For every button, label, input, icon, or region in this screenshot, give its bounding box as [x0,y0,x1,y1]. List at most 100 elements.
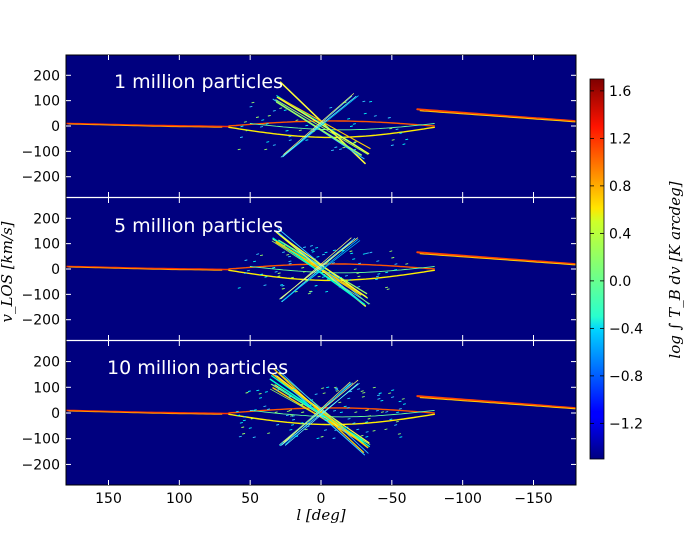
emission-track [388,392,392,394]
y-tick-label: 200 [33,355,60,371]
emission-track [305,139,309,141]
emission-track [336,251,340,253]
colorbar-tick-label: 0.8 [609,179,631,195]
emission-track [68,410,223,415]
emission-track [288,260,292,263]
emission-track [281,240,361,302]
emission-track [283,93,355,155]
emission-track [299,404,303,406]
emission-track [283,109,287,111]
x-tick-label: 0 [317,491,326,507]
emission-track [285,130,289,132]
y-tick-label: −200 [22,170,60,186]
emission-track [235,410,239,413]
emission-track [380,399,384,402]
emission-track [309,245,313,247]
emission-track [393,269,398,271]
emission-track [352,149,356,151]
emission-track [267,115,271,117]
emission-track [300,422,304,424]
emission-track [390,144,394,146]
emission-track [249,105,253,108]
x-tick-label: 50 [241,491,259,507]
emission-track [259,273,263,276]
emission-track [303,271,307,273]
emission-track [360,390,364,392]
emission-track [314,285,318,287]
emission-track [301,267,305,269]
emission-track [276,424,280,426]
emission-track [308,290,312,293]
emission-track [282,95,359,158]
emission-track [283,379,359,443]
emission-track [286,410,290,412]
emission-track [373,115,377,117]
emission-track [397,433,401,435]
emission-track [290,276,294,279]
emission-track [321,276,325,278]
panel-label: 10 million particles [107,357,288,379]
emission-track [343,405,347,408]
emission-track [272,267,276,269]
emission-track [389,127,393,130]
emission-track [325,419,329,422]
x-tick-label: 100 [166,491,193,507]
emission-track [279,234,368,299]
emission-track [295,435,299,437]
emission-track [243,121,247,123]
emission-track [253,260,257,263]
emission-track [244,272,248,274]
emission-track [375,278,379,281]
x-axis-label: l [deg] [296,506,345,524]
emission-track [279,107,283,109]
emission-track [385,411,389,413]
emission-track [306,425,310,428]
emission-track [249,409,253,412]
colorbar-tick-label: 1.2 [609,131,631,147]
emission-track [339,411,343,414]
emission-track [365,409,369,411]
emission-track [377,394,381,396]
emission-track [385,286,389,289]
emission-track [228,413,435,426]
emission-track [240,125,244,128]
emission-track [279,284,283,286]
emission-track [276,101,362,156]
emission-track [307,292,311,295]
emission-tracks [66,228,576,307]
y-tick-label: −200 [22,457,60,473]
emission-track [228,407,435,414]
emission-track [260,126,264,128]
emission-track [331,262,335,264]
emission-track [376,275,380,278]
emission-track [272,387,364,444]
emission-track [288,255,292,258]
emission-track [264,391,268,393]
emission-track [362,100,366,103]
emission-track [342,146,346,149]
emission-track [389,418,393,421]
emission-track [276,96,370,155]
y-tick-label: −100 [22,287,60,303]
emission-track [341,250,345,252]
emission-track [339,148,343,150]
colorbar-ticks: 1.6 1.2 0.8 0.4 0.0 −0.4 −0.8 −1.2 [590,84,643,432]
emission-track [292,388,296,391]
emission-track [354,411,358,413]
emission-track [331,149,335,152]
emission-track [332,437,336,439]
emission-track [312,258,316,260]
emission-track [376,260,380,262]
emission-track [288,135,292,138]
emission-track [304,428,308,431]
panel-5-million: 5 million particles [66,198,576,340]
emission-track [332,249,336,252]
emission-track [377,273,381,275]
colorbar-tick-label: −0.4 [609,321,643,337]
emission-track [372,430,376,432]
emission-track [264,276,268,278]
emission-track [380,411,384,413]
emission-track [399,132,403,134]
emission-track [347,418,351,420]
emission-track [282,95,353,158]
